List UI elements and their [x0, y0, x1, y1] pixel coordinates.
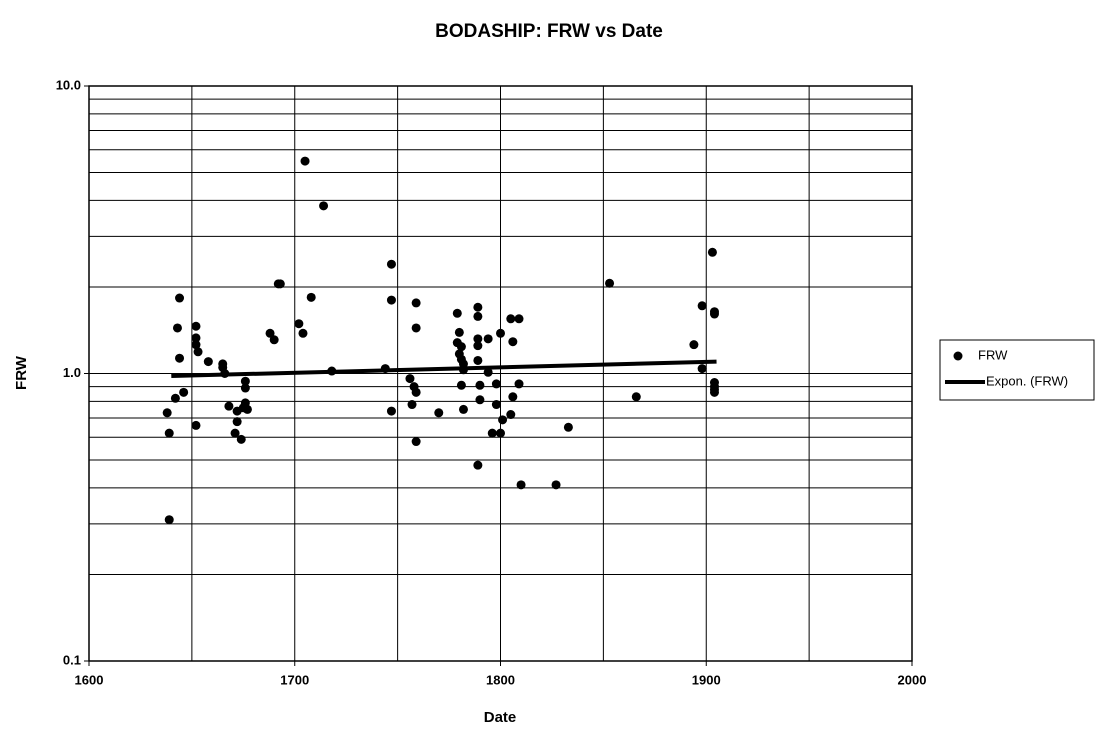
x-axis-label: Date: [484, 709, 517, 726]
data-point: [491, 379, 501, 389]
data-point: [434, 408, 444, 418]
data-point: [473, 302, 483, 312]
data-point: [707, 247, 717, 257]
data-point: [269, 335, 279, 345]
data-point: [709, 309, 719, 319]
data-point: [386, 259, 396, 269]
y-tick-label: 1.0: [63, 365, 81, 380]
data-point: [508, 337, 518, 347]
data-point: [473, 341, 483, 351]
data-point: [475, 395, 485, 405]
data-point: [456, 380, 466, 390]
data-point: [294, 319, 304, 329]
x-tick-label: 1700: [280, 672, 309, 687]
legend-label: Expon. (FRW): [986, 373, 1068, 388]
data-point: [454, 327, 464, 337]
x-tick-label: 1800: [486, 672, 515, 687]
data-point: [170, 393, 180, 403]
data-point: [319, 201, 329, 211]
data-point: [498, 415, 508, 425]
data-point: [179, 387, 189, 397]
data-point: [697, 364, 707, 374]
data-point: [386, 406, 396, 416]
data-point: [218, 359, 228, 369]
data-point: [496, 328, 505, 338]
data-point: [487, 428, 497, 438]
data-point: [224, 401, 234, 411]
data-point: [411, 387, 421, 397]
data-point: [164, 428, 174, 438]
data-point: [411, 298, 421, 308]
data-point: [506, 410, 516, 420]
data-point: [300, 156, 310, 166]
legend-label: FRW: [978, 347, 1008, 362]
data-point: [191, 420, 201, 430]
data-point: [452, 308, 462, 318]
data-point: [506, 314, 516, 324]
data-point: [516, 480, 526, 490]
data-point: [164, 515, 174, 525]
data-point: [473, 355, 483, 365]
data-point: [473, 460, 483, 470]
y-tick-label: 0.1: [63, 652, 81, 667]
data-point: [697, 301, 707, 311]
data-point: [240, 383, 250, 393]
data-point: [242, 404, 252, 414]
data-point: [191, 340, 201, 350]
data-point: [473, 311, 483, 321]
data-point: [265, 328, 275, 338]
data-point: [298, 328, 308, 338]
data-point: [306, 292, 316, 302]
y-tick-label: 10.0: [56, 77, 81, 92]
chart-title: BODASHIP: FRW vs Date: [435, 21, 663, 42]
data-point: [193, 347, 203, 357]
data-point: [483, 367, 493, 377]
data-point: [514, 314, 524, 324]
data-point: [491, 400, 501, 410]
data-point: [514, 379, 524, 389]
data-point: [496, 428, 505, 438]
data-point: [605, 278, 615, 288]
data-point: [236, 434, 246, 444]
data-point: [175, 293, 185, 303]
data-point: [386, 295, 396, 305]
data-point: [563, 422, 573, 432]
data-point: [551, 480, 561, 490]
data-point: [203, 357, 213, 367]
data-point: [230, 428, 240, 438]
data-point: [191, 333, 201, 343]
data-point: [475, 380, 485, 390]
data-point: [411, 437, 421, 447]
x-tick-label: 1900: [692, 672, 721, 687]
data-point: [689, 340, 699, 350]
data-point: [473, 334, 483, 344]
data-point: [483, 334, 493, 344]
data-point: [709, 387, 719, 397]
data-point: [458, 404, 468, 414]
data-point: [411, 323, 421, 333]
x-tick-label: 2000: [898, 672, 927, 687]
data-point: [456, 342, 466, 352]
data-point: [162, 408, 172, 418]
data-point: [175, 353, 185, 363]
data-point: [275, 279, 285, 289]
legend-marker: [953, 351, 963, 361]
x-tick-label: 1600: [75, 672, 104, 687]
data-point: [508, 392, 518, 402]
data-point: [405, 374, 415, 384]
data-point: [407, 400, 417, 410]
y-axis-label: FRW: [13, 355, 30, 390]
trend-line: [171, 359, 717, 379]
data-point: [240, 376, 250, 386]
data-point: [232, 417, 242, 427]
data-point: [191, 321, 201, 331]
plot-area: [88, 85, 913, 662]
legend-box: [939, 339, 1095, 401]
data-point: [631, 392, 641, 402]
data-point: [172, 323, 182, 333]
